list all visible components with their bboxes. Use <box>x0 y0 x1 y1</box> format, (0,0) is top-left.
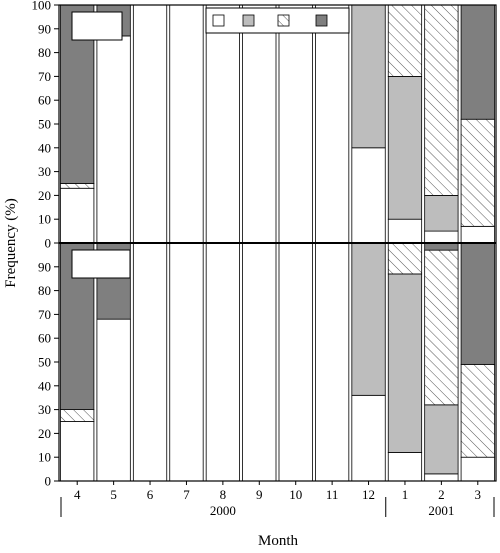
bar-males-12-ii <box>351 147 386 244</box>
y-tick-label: 10 <box>38 212 51 227</box>
x-axis-label: Month <box>258 533 299 548</box>
bar-females-1-iii <box>387 273 423 453</box>
bar-males-2-ii <box>424 230 459 244</box>
bar-females-2-iv <box>424 249 459 406</box>
y-tick-label: 40 <box>38 140 51 155</box>
bar-females-8-ii <box>205 242 240 482</box>
bar-females-12-ii <box>351 394 386 482</box>
bar-females-3-iv <box>460 363 495 458</box>
bar-males-4-ii <box>60 187 95 244</box>
bar-males-8-ii <box>205 4 240 244</box>
panel-label-box <box>71 11 123 41</box>
bar-females-2-iii <box>424 404 459 475</box>
bar-females-2-ii <box>424 473 459 482</box>
legend-swatch-ii <box>212 14 225 27</box>
legend-box <box>205 7 350 34</box>
y-tick-label: 30 <box>38 402 51 417</box>
legend-swatch-v <box>315 14 328 27</box>
y-tick-label: 90 <box>38 259 51 274</box>
bar-females-3-ii <box>460 456 495 482</box>
bar-females-11-ii <box>315 242 350 482</box>
x-tick-label: 1 <box>402 487 409 502</box>
bar-females-12-iii <box>351 242 386 396</box>
y-tick-label: 60 <box>38 331 51 346</box>
axes-layer <box>54 4 497 517</box>
x-tick-label: 12 <box>362 487 375 502</box>
year-label-2000: 2000 <box>210 503 236 518</box>
x-tick-label: 2 <box>438 487 445 502</box>
bar-females-7-ii <box>169 242 204 482</box>
bar-males-4-iv <box>60 183 95 189</box>
legend <box>71 7 350 279</box>
bar-females-9-ii <box>242 242 277 482</box>
bar-males-6-ii <box>132 4 168 244</box>
bars-layer <box>60 4 495 482</box>
bar-males-1-ii <box>387 218 423 244</box>
bar-males-1-iv <box>387 4 423 77</box>
y-tick-label: 10 <box>38 450 51 465</box>
bar-females-1-iv <box>387 242 423 275</box>
x-tick-label: 5 <box>110 487 117 502</box>
bar-males-9-ii <box>242 4 277 244</box>
bar-females-3-v <box>460 242 495 365</box>
x-tick-label: 10 <box>289 487 302 502</box>
y-tick-label: 30 <box>38 164 51 179</box>
x-tick-label: 6 <box>147 487 154 502</box>
bar-males-3-ii <box>460 225 495 244</box>
y-tick-label: 20 <box>38 426 51 441</box>
bar-males-2-iii <box>424 194 459 232</box>
year-label-2001: 2001 <box>428 503 454 518</box>
bar-males-3-v <box>460 4 495 120</box>
y-tick-label: 20 <box>38 188 51 203</box>
bar-males-5-ii <box>96 35 131 244</box>
bar-males-1-iii <box>387 76 423 220</box>
y-tick-label: 60 <box>38 93 51 108</box>
x-tick-label: 4 <box>74 487 81 502</box>
bar-females-6-ii <box>132 242 168 482</box>
y-tick-label: 50 <box>38 355 51 370</box>
bar-females-4-iv <box>60 409 95 422</box>
bar-females-1-ii <box>387 452 423 482</box>
bar-males-11-ii <box>315 4 350 244</box>
bar-females-2-v <box>424 242 459 251</box>
x-tick-label: 3 <box>475 487 482 502</box>
bar-females-4-ii <box>60 421 95 482</box>
y-tick-label: 70 <box>38 307 51 322</box>
bar-males-10-ii <box>278 4 313 244</box>
y-axis-label: Frequency (%) <box>3 198 19 288</box>
bar-females-5-ii <box>96 318 131 482</box>
x-tick-label: 9 <box>256 487 263 502</box>
panel-label-box <box>71 249 131 279</box>
y-tick-label: 80 <box>38 45 51 60</box>
bar-males-7-ii <box>169 4 204 244</box>
x-tick-label: 8 <box>220 487 227 502</box>
x-tick-label: 7 <box>183 487 190 502</box>
x-tick-label: 11 <box>326 487 339 502</box>
y-tick-label: 50 <box>38 117 51 132</box>
bar-males-12-iii <box>351 4 386 149</box>
bar-males-3-iv <box>460 118 495 227</box>
bar-females-10-ii <box>278 242 313 482</box>
y-tick-label: 40 <box>38 378 51 393</box>
y-tick-label: 0 <box>45 236 52 251</box>
y-tick-label: 90 <box>38 21 51 36</box>
y-tick-label: 0 <box>45 474 52 489</box>
y-tick-label: 100 <box>32 0 52 13</box>
legend-swatch-iii <box>242 14 255 27</box>
legend-swatch-iv <box>277 14 290 27</box>
bar-males-2-iv <box>424 4 459 196</box>
y-tick-label: 70 <box>38 69 51 84</box>
y-tick-label: 80 <box>38 283 51 298</box>
